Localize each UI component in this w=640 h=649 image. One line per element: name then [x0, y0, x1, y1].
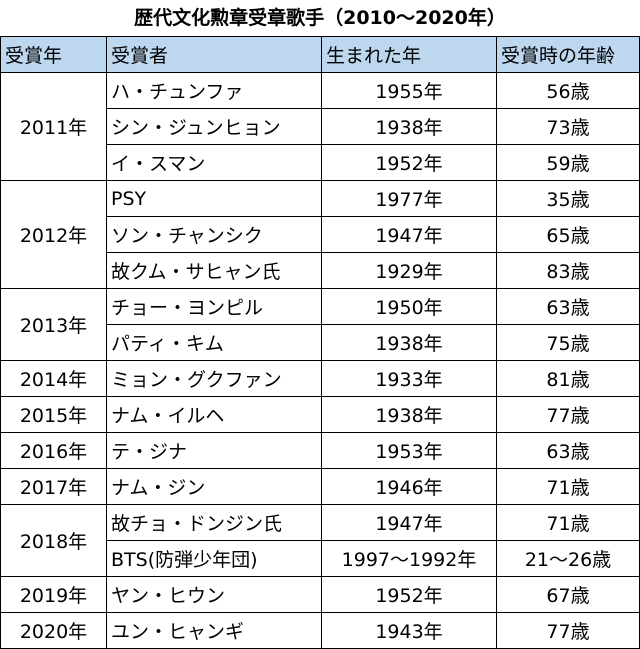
- table-row: シン・ジュンヒョン 1938年 73歳: [1, 108, 640, 145]
- recipient-cell: 故クム・サヒャン氏: [106, 252, 322, 289]
- header-row: 受賞年 受賞者 生まれた年 受賞時の年齢: [0, 36, 640, 73]
- header-birth-year: 生まれた年: [321, 36, 497, 73]
- table-row: 2012年 PSY 1977年 35歳: [0, 180, 640, 289]
- age-cell: 63歳: [496, 288, 640, 325]
- table-row: 2013年 チョー・ヨンピル 1950年 63歳: [0, 288, 640, 361]
- award-year-cell: 2012年: [0, 180, 107, 289]
- birth-year-cell: 1950年: [321, 288, 497, 325]
- birth-year-cell: 1947年: [321, 504, 497, 541]
- age-cell: 71歳: [496, 504, 640, 541]
- age-cell: 59歳: [496, 144, 640, 181]
- birth-year-cell: 1938年: [321, 324, 497, 361]
- table-row: 2020年 ユン・ヒャンギ 1943年 77歳: [0, 612, 640, 649]
- recipient-cell: チョー・ヨンピル: [106, 288, 322, 325]
- birth-year-cell: 1952年: [321, 576, 497, 613]
- birth-year-cell: 1997～1992年: [321, 540, 497, 577]
- table-row: 2019年 ヤン・ヒウン 1952年 67歳: [0, 576, 640, 613]
- age-cell: 21～26歳: [496, 540, 640, 577]
- award-year-cell: 2017年: [0, 468, 107, 505]
- age-cell: 35歳: [496, 180, 640, 217]
- award-year-cell: 2019年: [0, 576, 107, 613]
- recipient-cell: ミョン・グクファン: [106, 360, 322, 397]
- birth-year-cell: 1952年: [321, 144, 497, 181]
- table-row: パティ・キム 1938年 75歳: [1, 324, 640, 361]
- table-row: 2016年 テ・ジナ 1953年 63歳: [0, 432, 640, 469]
- birth-year-cell: 1933年: [321, 360, 497, 397]
- table-title: 歴代文化勲章受章歌手（2010～2020年）: [134, 7, 506, 29]
- age-cell: 77歳: [496, 612, 640, 649]
- table-row: 2015年 ナム・イルヘ 1938年 77歳: [0, 396, 640, 433]
- recipient-cell: ユン・ヒャンギ: [106, 612, 322, 649]
- recipient-cell: ヤン・ヒウン: [106, 576, 322, 613]
- age-cell: 67歳: [496, 576, 640, 613]
- award-table: 受賞年 受賞者 生まれた年 受賞時の年齢 2011年 ハ・チュンファ 1955年 56…: [0, 36, 640, 649]
- age-cell: 75歳: [496, 324, 640, 361]
- birth-year-cell: 1938年: [321, 108, 497, 145]
- recipient-cell: PSY: [106, 180, 322, 217]
- award-year-cell: 2014年: [0, 360, 107, 397]
- age-cell: 81歳: [496, 360, 640, 397]
- birth-year-cell: 1946年: [321, 468, 497, 505]
- recipient-cell: イ・スマン: [106, 144, 322, 181]
- award-year-cell: 2018年: [0, 504, 107, 577]
- recipient-cell: シン・ジュンヒョン: [106, 108, 322, 145]
- recipient-cell: ナム・ジン: [106, 468, 322, 505]
- table-row: 2017年 ナム・ジン 1946年 71歳: [0, 468, 640, 505]
- header-age-at-award: 受賞時の年齢: [496, 36, 640, 73]
- table-row: 故クム・サヒャン氏 1929年 83歳: [1, 252, 640, 289]
- award-year-cell: 2011年: [0, 72, 107, 181]
- recipient-cell: パティ・キム: [106, 324, 322, 361]
- birth-year-cell: 1938年: [321, 396, 497, 433]
- birth-year-cell: 1947年: [321, 216, 497, 253]
- recipient-cell: ソン・チャンシク: [106, 216, 322, 253]
- age-cell: 83歳: [496, 252, 640, 289]
- age-cell: 65歳: [496, 216, 640, 253]
- recipient-cell: ナム・イルヘ: [106, 396, 322, 433]
- birth-year-cell: 1953年: [321, 432, 497, 469]
- age-cell: 73歳: [496, 108, 640, 145]
- recipient-cell: ハ・チュンファ: [106, 72, 322, 109]
- age-cell: 71歳: [496, 468, 640, 505]
- recipient-cell: BTS(防弾少年団): [106, 540, 322, 577]
- table-body: 2011年 ハ・チュンファ 1955年 56歳 シン・ジュンヒョン 1938年 73歳 イ・ス…: [0, 72, 640, 649]
- birth-year-cell: 1943年: [321, 612, 497, 649]
- birth-year-cell: 1929年: [321, 252, 497, 289]
- birth-year-cell: 1977年: [321, 180, 497, 217]
- age-cell: 56歳: [496, 72, 640, 109]
- table-row: 2011年 ハ・チュンファ 1955年 56歳: [0, 72, 640, 181]
- table-row: 2014年 ミョン・グクファン 1933年 81歳: [0, 360, 640, 397]
- table-row: 2018年 故チョ・ドンジン氏 1947年 71歳: [0, 504, 640, 577]
- birth-year-cell: 1955年: [321, 72, 497, 109]
- award-year-cell: 2016年: [0, 432, 107, 469]
- table-row: イ・スマン 1952年 59歳: [1, 144, 640, 181]
- header-award-year: 受賞年: [0, 36, 107, 73]
- recipient-cell: 故チョ・ドンジン氏: [106, 504, 322, 541]
- table-row: BTS(防弾少年団) 1997～1992年 21～26歳: [1, 540, 640, 577]
- award-year-cell: 2013年: [0, 288, 107, 361]
- header-recipient: 受賞者: [106, 36, 322, 73]
- recipient-cell: テ・ジナ: [106, 432, 322, 469]
- age-cell: 63歳: [496, 432, 640, 469]
- table-row: ソン・チャンシク 1947年 65歳: [1, 216, 640, 253]
- age-cell: 77歳: [496, 396, 640, 433]
- award-year-cell: 2020年: [0, 612, 107, 649]
- award-year-cell: 2015年: [0, 396, 107, 433]
